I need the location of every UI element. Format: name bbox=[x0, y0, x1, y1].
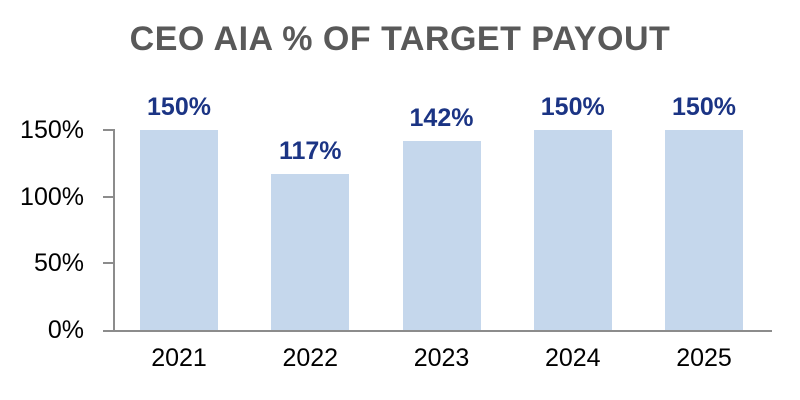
bar-2023 bbox=[402, 140, 481, 330]
x-tick-label: 2025 bbox=[676, 344, 732, 372]
y-tick-label: 150% bbox=[20, 116, 84, 144]
chart-title: CEO AIA % OF TARGET PAYOUT bbox=[129, 20, 671, 58]
x-tick-label: 2023 bbox=[413, 344, 470, 372]
y-tick-label: 0% bbox=[47, 316, 84, 344]
bar-value-label: 150% bbox=[540, 93, 605, 121]
x-tick-label: 2022 bbox=[282, 344, 339, 372]
y-tick-label: 100% bbox=[20, 182, 84, 211]
y-axis-line bbox=[113, 129, 115, 332]
x-axis-baseline bbox=[103, 330, 772, 332]
bar-2022 bbox=[271, 174, 350, 330]
bar-value-label: 150% bbox=[147, 93, 211, 121]
y-tick-mark bbox=[103, 129, 113, 131]
bar-2025 bbox=[665, 130, 743, 330]
x-tick-label: 2024 bbox=[544, 344, 601, 372]
bar-2024 bbox=[533, 130, 612, 330]
y-tick-label: 50% bbox=[33, 249, 84, 278]
y-tick-mark bbox=[103, 195, 113, 198]
bar-value-label: 150% bbox=[672, 93, 736, 121]
bar-value-label: 142% bbox=[409, 103, 474, 132]
x-tick-label: 2021 bbox=[151, 344, 207, 372]
bar-value-label: 117% bbox=[278, 137, 342, 165]
y-tick-mark bbox=[103, 262, 113, 265]
bar-2021 bbox=[140, 130, 218, 330]
